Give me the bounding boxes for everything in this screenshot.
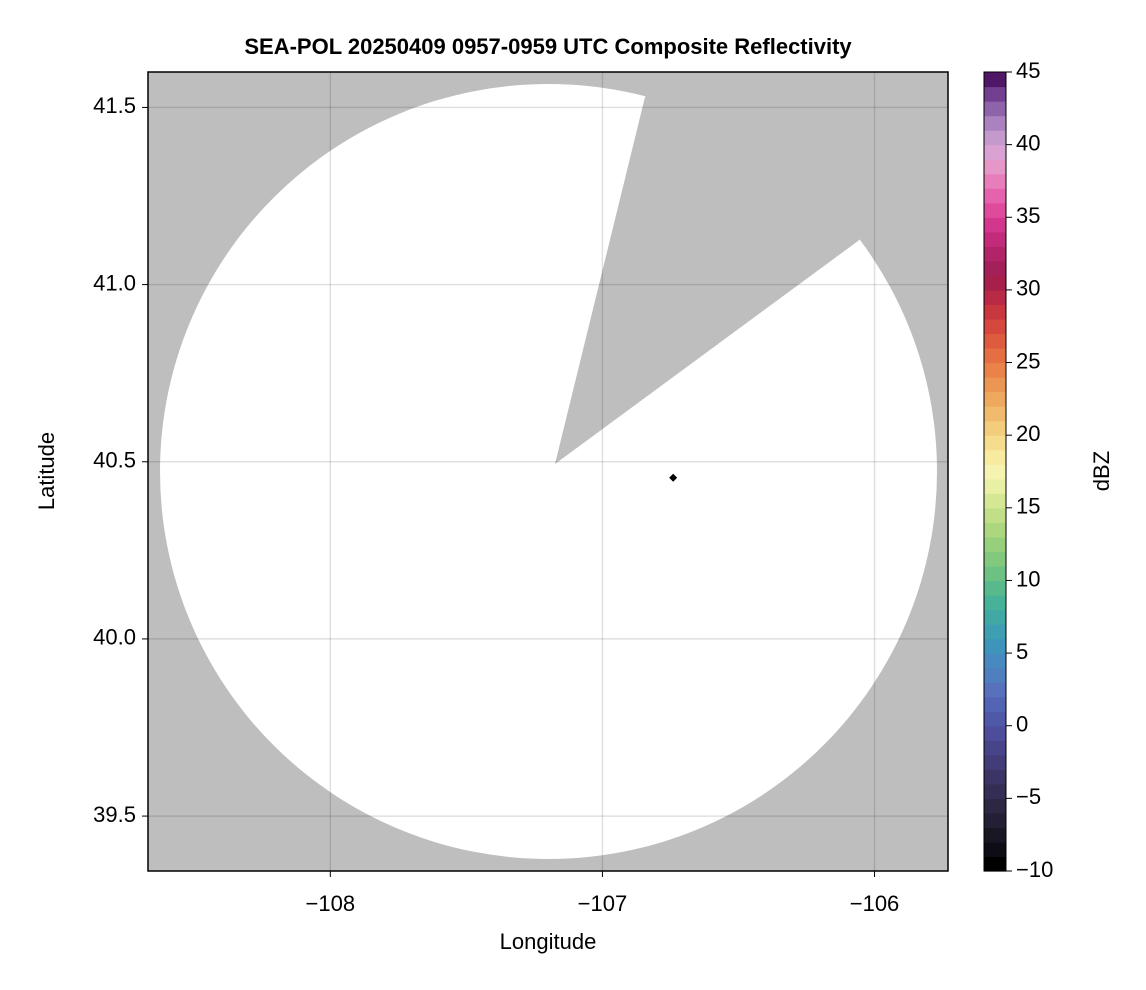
colorbar-swatch (984, 551, 1006, 567)
colorbar-swatch (984, 449, 1006, 465)
colorbar-swatch (984, 493, 1006, 509)
colorbar-swatch (984, 246, 1006, 262)
colorbar-swatch (984, 841, 1006, 858)
colorbar-label: dBZ (1089, 451, 1114, 491)
colorbar-swatch (984, 812, 1006, 829)
colorbar-swatch (984, 536, 1006, 552)
colorbar-swatch (984, 231, 1006, 247)
coverage (148, 72, 948, 871)
colorbar-tick-label: 5 (1016, 639, 1028, 664)
colorbar-swatch (984, 377, 1006, 393)
colorbar-swatch (984, 362, 1006, 378)
colorbar-tick-label: 45 (1016, 58, 1040, 83)
colorbar-swatch (984, 769, 1006, 785)
colorbar-swatch (984, 202, 1006, 218)
blocked-sector (555, 72, 900, 464)
colorbar-swatch (984, 406, 1006, 422)
colorbar-swatch (984, 348, 1006, 364)
colorbar-swatch (984, 391, 1006, 407)
colorbar-swatch (984, 580, 1006, 596)
colorbar-swatch (984, 565, 1006, 582)
colorbar-swatch (984, 507, 1006, 523)
colorbar-swatch (984, 856, 1006, 872)
colorbar-tick-label: 15 (1016, 494, 1040, 519)
colorbar-tick-label: 20 (1016, 421, 1040, 446)
colorbar-frame (983, 71, 1007, 872)
y-tick-label: 41.0 (93, 270, 136, 295)
colorbar-tick-label: 35 (1016, 203, 1040, 228)
colorbar-swatch (984, 72, 1006, 88)
colorbar-swatch (984, 711, 1006, 727)
colorbar-swatch (984, 740, 1006, 756)
colorbar-swatch (984, 289, 1006, 306)
colorbar-swatch (984, 754, 1006, 770)
x-tick-label: −106 (850, 891, 900, 916)
colorbar-swatch (984, 464, 1006, 480)
colorbar-tick-label: −5 (1016, 784, 1041, 809)
colorbar-swatch (984, 115, 1006, 131)
plot-frame (147, 71, 949, 872)
colorbar-swatch (984, 217, 1006, 233)
colorbar-swatch (984, 638, 1006, 654)
colorbar-swatch (984, 609, 1006, 625)
colorbar-swatch (984, 159, 1006, 175)
colorbar-swatch (984, 304, 1006, 320)
colorbar-swatch (984, 188, 1006, 204)
colorbar-swatch (984, 522, 1006, 538)
colorbar-swatch (984, 101, 1006, 117)
colorbar-swatch (984, 725, 1006, 741)
colorbar-swatch (984, 682, 1006, 698)
x-tick-label: −107 (578, 891, 628, 916)
y-tick-label: 40.5 (93, 448, 136, 473)
colorbar-tick-label: 0 (1016, 712, 1028, 737)
chart-title: SEA-POL 20250409 0957-0959 UTC Composite… (244, 34, 852, 59)
y-tick-label: 40.0 (93, 625, 136, 650)
colorbar-swatch (984, 86, 1006, 102)
colorbar-swatch (984, 783, 1006, 799)
colorbar-swatch (984, 420, 1006, 436)
colorbar-swatch (984, 827, 1006, 843)
colorbar-swatch (984, 653, 1006, 669)
colorbar-swatch (984, 173, 1006, 189)
colorbar-swatch (984, 144, 1006, 160)
colorbar-tick-label: 25 (1016, 348, 1040, 373)
colorbar-swatch (984, 478, 1006, 494)
x-axis-label: Longitude (500, 929, 597, 954)
colorbar-swatch (984, 333, 1006, 349)
colorbar-swatch (984, 667, 1006, 683)
colorbar-tick-label: −10 (1016, 857, 1053, 882)
colorbar-tick-label: 40 (1016, 130, 1040, 155)
colorbar-swatch (984, 696, 1006, 712)
colorbar-swatch (984, 260, 1006, 276)
colorbar-swatch (984, 798, 1006, 814)
colorbar-swatch (984, 275, 1006, 291)
colorbar-swatch (984, 435, 1006, 451)
y-axis-label: Latitude (34, 432, 59, 510)
colorbar-swatch (984, 624, 1006, 640)
y-tick-label: 41.5 (93, 93, 136, 118)
colorbar-swatch (984, 318, 1006, 335)
colorbar-swatch (984, 130, 1006, 146)
colorbar-tick-label: 30 (1016, 276, 1040, 301)
colorbar-swatch (984, 594, 1006, 611)
grid (148, 72, 948, 871)
colorbar-tick-label: 10 (1016, 566, 1040, 591)
radar-location (669, 473, 678, 482)
y-tick-label: 39.5 (93, 802, 136, 827)
x-tick-label: −108 (306, 891, 356, 916)
